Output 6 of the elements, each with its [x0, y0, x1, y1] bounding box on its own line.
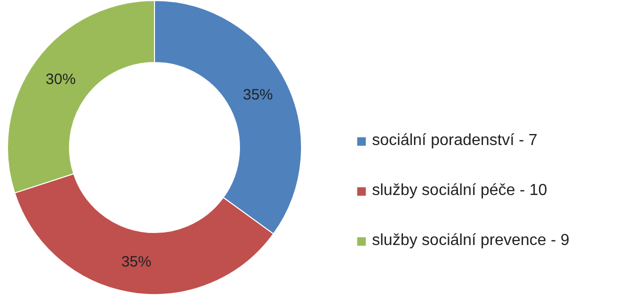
legend-label: sociální poradenství - 7 [372, 132, 538, 150]
data-label: 30% [46, 70, 76, 88]
legend-label: služby sociální péče - 10 [372, 182, 548, 200]
legend-label: služby sociální prevence - 9 [372, 232, 570, 250]
data-label: 35% [121, 254, 152, 271]
data-label: 35% [242, 86, 273, 104]
